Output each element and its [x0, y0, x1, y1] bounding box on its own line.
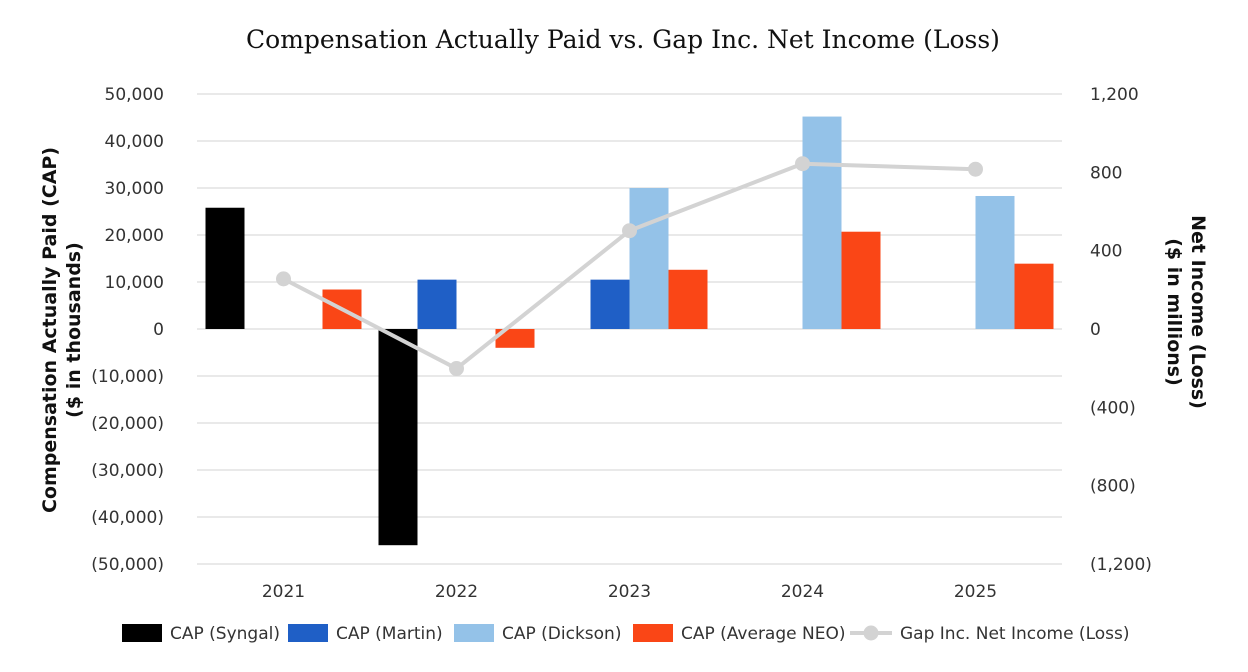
legend-swatch — [288, 624, 328, 642]
right-axis-ticks: 1,200 800 400 0 (400) (800) (1,200) — [1090, 85, 1152, 575]
x-tick-label: 2024 — [781, 582, 824, 602]
y-tick-label: (40,000) — [91, 508, 164, 528]
y2-tick-label: 800 — [1090, 163, 1122, 183]
y2-tick-label: 1,200 — [1090, 85, 1139, 105]
left-axis-title: Compensation Actually Paid (CAP) ($ in t… — [39, 147, 85, 513]
y-tick-label: 40,000 — [105, 132, 164, 152]
legend: CAP (Syngal) CAP (Martin) CAP (Dickson) CAP… — [122, 624, 1129, 644]
y2-tick-label: 400 — [1090, 242, 1122, 262]
net-income-point — [622, 223, 637, 239]
bar-cap-martin — [417, 279, 457, 329]
y-axis-label-line1: Compensation Actually Paid (CAP) — [39, 147, 61, 513]
left-axis-ticks: 50,000 40,000 30,000 20,000 10,000 0 (10,000) (… — [91, 85, 164, 575]
y2-tick-label: (400) — [1090, 398, 1136, 418]
y-tick-label: (20,000) — [91, 414, 164, 434]
bar-cap-dickson — [629, 188, 669, 329]
x-tick-label: 2021 — [262, 582, 305, 602]
x-axis-ticks: 2021 2022 2023 2024 2025 — [262, 582, 997, 602]
right-axis-title: Net Income (Loss) ($ in millions) — [1163, 215, 1209, 409]
y2-tick-label: 0 — [1090, 320, 1101, 340]
y-tick-label: (50,000) — [91, 555, 164, 575]
y-tick-label: 30,000 — [105, 179, 164, 199]
bar-cap-dickson — [975, 195, 1015, 329]
x-tick-label: 2025 — [954, 582, 997, 602]
bar-cap-syngal — [205, 207, 245, 329]
chart-title: Compensation Actually Paid vs. Gap Inc. … — [246, 25, 1000, 54]
y-tick-label: (10,000) — [91, 367, 164, 387]
y2-axis-label-line1: Net Income (Loss) — [1187, 215, 1209, 409]
y2-tick-label: (1,200) — [1090, 555, 1152, 575]
net-income-point — [276, 271, 291, 287]
y-tick-label: (30,000) — [91, 461, 164, 481]
legend-marker — [863, 625, 879, 641]
net-income-point — [449, 361, 464, 377]
legend-swatch — [454, 624, 494, 642]
legend-swatch — [633, 624, 673, 642]
y-tick-label: 10,000 — [105, 273, 164, 293]
bar-cap-syngal — [378, 329, 418, 546]
y-axis-label-line2: ($ in thousands) — [63, 242, 85, 418]
bar-cap-average-neo — [668, 269, 708, 329]
legend-label: CAP (Average NEO) — [681, 624, 845, 644]
legend-label: CAP (Martin) — [336, 624, 443, 644]
net-income-point — [968, 161, 983, 177]
y2-axis-label-line2: ($ in millions) — [1163, 238, 1185, 386]
legend-swatch — [122, 624, 162, 642]
bar-cap-dickson — [802, 116, 842, 329]
legend-label: CAP (Syngal) — [170, 624, 280, 644]
net-income-point — [795, 156, 810, 172]
legend-label: Gap Inc. Net Income (Loss) — [900, 624, 1129, 644]
x-tick-label: 2022 — [435, 582, 478, 602]
y-tick-label: 20,000 — [105, 226, 164, 246]
y-tick-label: 0 — [153, 320, 164, 340]
bars — [205, 116, 1054, 546]
legend-label: CAP (Dickson) — [502, 624, 621, 644]
bar-cap-average-neo — [495, 329, 535, 348]
bar-cap-martin — [590, 279, 630, 329]
bar-cap-average-neo — [1014, 263, 1054, 329]
x-tick-label: 2023 — [608, 582, 651, 602]
bar-cap-average-neo — [841, 231, 881, 329]
y2-tick-label: (800) — [1090, 477, 1136, 497]
net-income-line — [276, 156, 983, 377]
y-tick-label: 50,000 — [105, 85, 164, 105]
